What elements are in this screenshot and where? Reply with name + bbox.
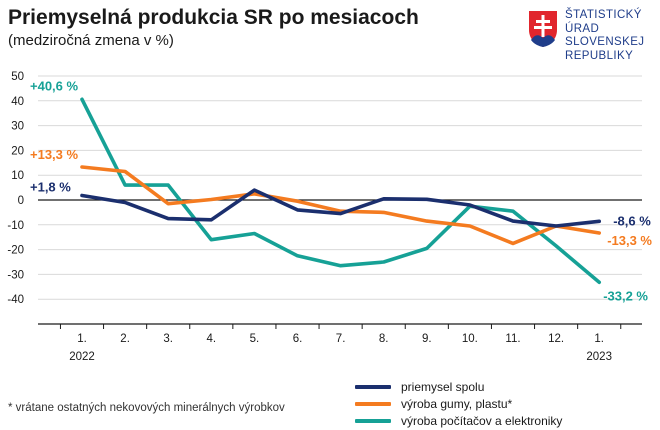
- y-axis: 50 40 30 20 10 0 -10 -20 -30 -40: [7, 71, 24, 306]
- logo-line-1: ŠTATISTICKÝ: [565, 9, 642, 21]
- legend-item: priemysel spolu: [355, 379, 562, 395]
- data-labels: +1,8 % -8,6 % +13,3 % -13,3 % +40,6 % -33,2 %: [30, 78, 652, 303]
- x-tick-label: 1.: [594, 333, 604, 345]
- y-tick-label: 30: [11, 121, 24, 133]
- x-tick-label: 2.: [120, 333, 130, 345]
- y-tick-label: -10: [7, 220, 24, 232]
- start-value-label: +13,3 %: [30, 147, 79, 162]
- y-tick-label: 50: [11, 71, 24, 83]
- y-tick-label: 40: [11, 96, 24, 108]
- y-tick-label: -30: [7, 269, 24, 281]
- chart-title: Priemyselná produkcia SR po mesiacoch: [8, 6, 419, 29]
- logo-line-3: SLOVENSKEJ: [565, 36, 645, 48]
- legend-item: výroba počítačov a elektroniky: [355, 413, 562, 429]
- y-tick-label: 20: [11, 145, 24, 157]
- legend-label: výroba počítačov a elektroniky: [401, 414, 563, 428]
- legend-swatch-elektronika: [355, 419, 391, 423]
- x-tick-label: 5.: [250, 333, 260, 345]
- legend-label: výroba gumy, plastu*: [401, 397, 513, 411]
- x-tick-label: 6.: [293, 333, 303, 345]
- logo-text: ŠTATISTICKÝ ÚRAD SLOVENSKEJ REPUBLIKY: [565, 9, 644, 63]
- start-value-label: +1,8 %: [30, 180, 71, 195]
- line-chart: 50 40 30 20 10 0 -10 -20 -30 -40 1. 2. 3. 4. 5. 6. 7. 8.…: [7, 71, 652, 363]
- grid-lines: [38, 75, 642, 300]
- y-tick-label: -20: [7, 245, 24, 257]
- logo-line-2: ÚRAD: [565, 22, 600, 35]
- slovak-coat-of-arms-icon: [529, 11, 557, 47]
- year-label: 2023: [586, 351, 612, 363]
- series-line-2: [80, 97, 602, 285]
- legend: priemysel spolu výroba gumy, plastu* výr…: [355, 379, 562, 430]
- end-value-label: -13,3 %: [607, 233, 652, 248]
- x-tick-label: 4.: [207, 333, 217, 345]
- footnote: * vrátane ostatných nekovových minerálny…: [8, 402, 285, 414]
- legend-label: priemysel spolu: [401, 380, 485, 394]
- y-tick-label: 0: [18, 195, 24, 207]
- series-line-0: [80, 188, 602, 228]
- legend-swatch-guma: [355, 402, 391, 406]
- x-tick-label: 12.: [548, 333, 564, 345]
- legend-item: výroba gumy, plastu*: [355, 396, 562, 412]
- x-tick-label: 9.: [422, 333, 432, 345]
- y-tick-label: 10: [11, 170, 24, 182]
- x-tick-label: 3.: [163, 333, 173, 345]
- start-value-label: +40,6 %: [30, 78, 79, 93]
- x-tick-label: 1.: [77, 333, 87, 345]
- x-tick-label: 7.: [336, 333, 346, 345]
- x-tick-label: 10.: [462, 333, 478, 345]
- chart-subtitle: (medziročná zmena v %): [8, 32, 174, 49]
- series-line-1: [80, 165, 602, 246]
- x-tick-label: 8.: [379, 333, 389, 345]
- x-axis: 1. 2. 3. 4. 5. 6. 7. 8. 9. 10. 11. 12. 1. 2022 2023: [38, 323, 642, 363]
- x-tick-label: 11.: [505, 333, 520, 345]
- legend-swatch-priemysel: [355, 385, 391, 389]
- end-value-label: -33,2 %: [603, 288, 648, 303]
- end-value-label: -8,6 %: [613, 213, 651, 228]
- series-lines: [80, 97, 602, 285]
- y-tick-label: -40: [7, 294, 24, 306]
- logo-line-4: REPUBLIKY: [565, 49, 634, 62]
- year-label: 2022: [69, 351, 95, 363]
